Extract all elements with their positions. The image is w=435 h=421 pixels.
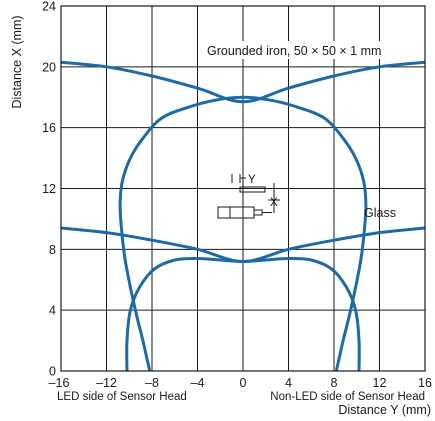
series-1-curve-1 [61, 226, 425, 264]
y-tick-label: 4 [49, 304, 56, 318]
x-tick-label: 12 [373, 376, 387, 390]
sensor-y-label: Y [248, 174, 256, 186]
x-tick-label: –8 [145, 376, 159, 390]
y-tick-label: 20 [42, 60, 56, 74]
x-tick-label: 8 [331, 376, 338, 390]
sensor-x-label: X [270, 197, 278, 209]
x-tick-label: –4 [191, 376, 205, 390]
x-tick-labels: –16 –12 –8 –4 0 4 8 12 16 [49, 376, 432, 390]
non-led-side-note: Non-LED side of Sensor Head [270, 391, 425, 403]
y-axis-label: Distance X (mm) [10, 15, 24, 108]
led-side-note: LED side of Sensor Head [57, 391, 187, 403]
x-axis-label: Distance Y (mm) [338, 403, 431, 417]
y-tick-labels: 0 4 8 12 16 20 24 [42, 0, 56, 379]
series-layer [61, 60, 425, 371]
series-0-curve-0 [118, 95, 368, 371]
x-tick-label: –12 [96, 376, 117, 390]
series-label-grounded-iron: Grounded iron, 50 × 50 × 1 mm [207, 44, 381, 58]
y-tick-label: 24 [42, 0, 56, 14]
series-0-curve-1 [61, 60, 425, 104]
y-tick-label: 16 [42, 121, 56, 135]
iron-label-bg [204, 41, 420, 59]
plot-frame [60, 5, 426, 372]
y-tick-label: 0 [49, 365, 56, 379]
series-label-glass: Glass [364, 206, 396, 220]
grid [60, 5, 426, 372]
y-tick-label: 12 [42, 182, 56, 196]
x-tick-label: –16 [49, 376, 70, 390]
y-tick-label: 8 [49, 243, 56, 257]
x-tick-label: 0 [240, 376, 247, 390]
x-tick-label: 16 [418, 376, 432, 390]
x-tick-label: 4 [285, 376, 292, 390]
sensor-head-diagram [217, 174, 280, 219]
